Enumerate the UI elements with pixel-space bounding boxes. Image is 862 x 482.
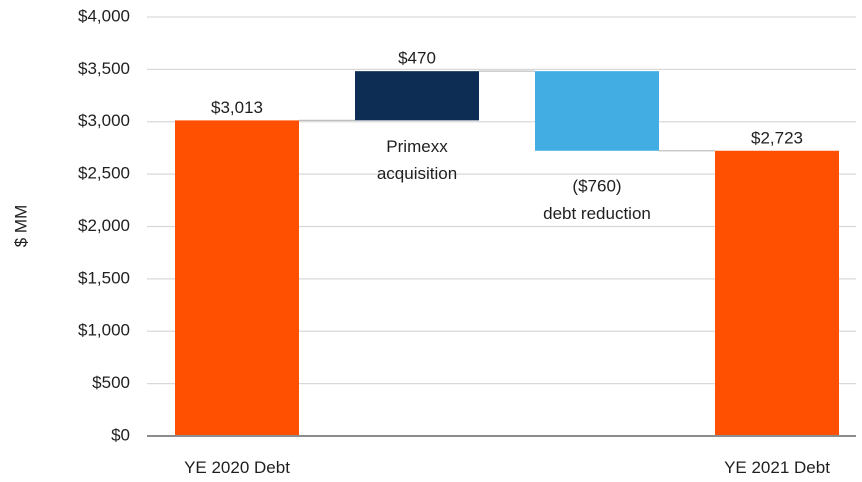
bar: [535, 71, 659, 151]
y-tick-label: $2,500: [78, 164, 130, 183]
bar: [355, 71, 479, 121]
x-tick-label: YE 2021 Debt: [724, 458, 830, 477]
value-label: $3,013: [211, 98, 263, 117]
value-label: ($760): [572, 176, 621, 195]
y-axis-label: $ MM: [11, 205, 30, 248]
y-tick-label: $0: [111, 425, 130, 444]
y-tick-label: $3,500: [78, 59, 130, 78]
category-label: debt reduction: [543, 203, 651, 223]
y-tick-label: $3,000: [78, 111, 130, 130]
category-label: Primexx acquisition: [376, 137, 458, 184]
value-label: $2,723: [751, 128, 803, 147]
y-tick-label: $4,000: [78, 6, 130, 25]
y-tick-label: $2,000: [78, 216, 130, 235]
value-label: $470: [398, 49, 436, 68]
y-tick-label: $500: [92, 373, 130, 392]
bar: [175, 120, 299, 437]
y-tick-label: $1,000: [78, 321, 130, 340]
y-tick-label: $1,500: [78, 268, 130, 287]
x-tick-label: YE 2020 Debt: [184, 458, 290, 477]
bar: [715, 150, 839, 436]
